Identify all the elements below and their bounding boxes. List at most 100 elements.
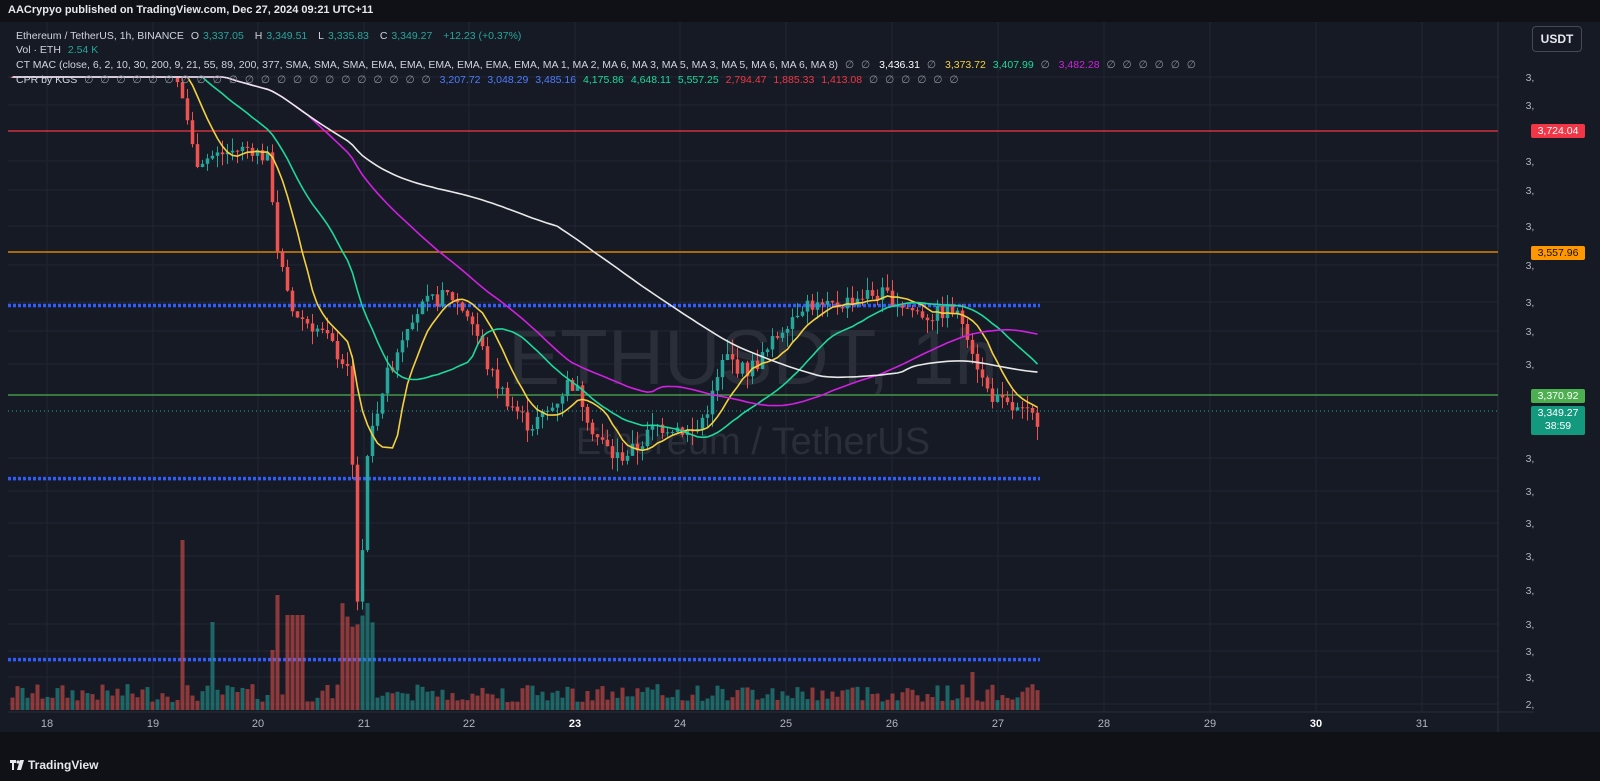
candle-body <box>375 413 380 426</box>
candle-body <box>360 550 365 602</box>
volume-bar <box>465 700 470 710</box>
candle-body <box>590 422 595 435</box>
volume-bar <box>815 700 820 710</box>
candle-body <box>495 369 500 389</box>
volume-bar <box>425 691 430 710</box>
empty-symbols: ∅ ∅ <box>844 59 873 71</box>
candle-body <box>635 443 640 451</box>
volume-bar <box>330 698 335 710</box>
candle-body <box>865 290 870 299</box>
price-axis-label: 2,998.00 <box>1526 699 1534 711</box>
volume-bar <box>50 697 55 710</box>
mac-value-yellow: 3,373.72 <box>944 59 986 71</box>
candle-body <box>900 305 905 308</box>
candle-body <box>950 304 955 315</box>
candle-body <box>260 150 265 161</box>
chart-panel[interactable]: ETHUSDT, 1h Ethereum / TetherUS 3,800.00… <box>8 22 1534 732</box>
price-axis-label: 3,028.00 <box>1526 672 1534 684</box>
volume-bar <box>950 700 955 710</box>
candle-body <box>820 302 825 305</box>
price-tag-support-green: 3,370.92 <box>1531 389 1585 403</box>
legend-symbol-line[interactable]: Ethereum / TetherUS, 1h, BINANCE O 3,337.… <box>16 30 525 42</box>
volume-bar <box>205 685 210 710</box>
volume-bar <box>210 622 215 710</box>
volume-label: Vol · ETH <box>16 44 61 56</box>
candle-body <box>880 287 885 300</box>
candle-body <box>610 446 615 459</box>
candle-body <box>885 287 890 291</box>
candle-body <box>285 267 290 291</box>
candle-body <box>945 304 950 319</box>
candle-body <box>805 300 810 312</box>
volume-bar <box>625 696 630 710</box>
volume-bar <box>410 700 415 710</box>
candle-body <box>480 335 485 347</box>
candle-body <box>245 146 250 148</box>
volume-bar <box>730 697 735 710</box>
volume-bar <box>130 693 135 710</box>
cpr-value: 1,885.33 <box>773 74 815 86</box>
time-axis-label: 25 <box>780 718 792 730</box>
candle-body <box>1020 407 1025 409</box>
candle-body <box>230 150 235 153</box>
price-axis-label: 3,058.00 <box>1526 646 1534 658</box>
legend-volume-line[interactable]: Vol · ETH 2.54 K <box>16 44 102 56</box>
candle-body <box>215 152 220 156</box>
volume-bar <box>725 700 730 710</box>
volume-bar <box>525 685 530 710</box>
tradingview-logo[interactable]: TradingView <box>10 758 98 772</box>
candle-body <box>400 340 405 353</box>
volume-bar <box>90 694 95 710</box>
candle-body <box>255 150 260 156</box>
price-axis-label: 3,540.00 <box>1526 260 1534 272</box>
candle-body <box>815 302 820 310</box>
candle-body <box>725 354 730 360</box>
candle-body <box>535 417 540 430</box>
volume-bar <box>545 700 550 710</box>
candle-body <box>545 410 550 412</box>
volume-bar <box>845 689 850 710</box>
volume-bar <box>95 699 100 710</box>
volume-bar <box>285 615 290 710</box>
volume-bar <box>510 701 515 710</box>
candle-body <box>850 297 855 306</box>
candle-body <box>380 393 385 414</box>
volume-bar <box>600 686 605 710</box>
candle-body <box>765 349 770 353</box>
candle-body <box>490 369 495 371</box>
price-chart-canvas[interactable]: ETHUSDT, 1h Ethereum / TetherUS 3,800.00… <box>8 22 1534 732</box>
candle-body <box>785 328 790 333</box>
legend-mac-line[interactable]: CT MAC (close, 6, 2, 10, 30, 200, 9, 21,… <box>16 59 1202 71</box>
cpr-value: 5,557.25 <box>677 74 719 86</box>
tradingview-brand: TradingView <box>28 758 99 772</box>
price-axis-label: 3,250.00 <box>1526 486 1534 498</box>
volume-bar <box>965 697 970 710</box>
volume-bar <box>380 695 385 710</box>
volume-bar <box>150 701 155 710</box>
time-axis-label: 27 <box>992 718 1004 730</box>
candle-body <box>580 385 585 407</box>
candle-body <box>915 310 920 312</box>
volume-bar <box>850 687 855 710</box>
volume-bar <box>605 699 610 710</box>
volume-bar <box>800 691 805 710</box>
watermark-name: Ethereum / TetherUS <box>576 421 930 463</box>
volume-bar <box>225 685 230 710</box>
low-label: L <box>318 30 325 42</box>
candle-body <box>515 406 520 412</box>
volume-bar <box>395 691 400 710</box>
volume-bar <box>595 689 600 710</box>
cpr-value: 3,207.72 <box>439 74 481 86</box>
bar-countdown: 38:59 <box>1544 420 1572 432</box>
volume-bar <box>480 687 485 710</box>
volume-bar <box>540 691 545 710</box>
volume-bar <box>970 672 975 710</box>
candle-body <box>520 411 525 413</box>
volume-bar <box>770 688 775 710</box>
currency-button[interactable]: USDT <box>1532 26 1582 52</box>
candle-body <box>365 456 370 551</box>
candle-body <box>550 407 555 411</box>
symbol-name[interactable]: Ethereum / TetherUS, 1h, BINANCE <box>16 30 184 42</box>
legend-cpr-line[interactable]: CPR by KGS ∅ ∅ ∅ ∅ ∅ ∅ ∅ ∅ ∅ ∅ ∅ ∅ ∅ ∅ ∅… <box>16 74 964 86</box>
volume-bar <box>305 701 310 710</box>
